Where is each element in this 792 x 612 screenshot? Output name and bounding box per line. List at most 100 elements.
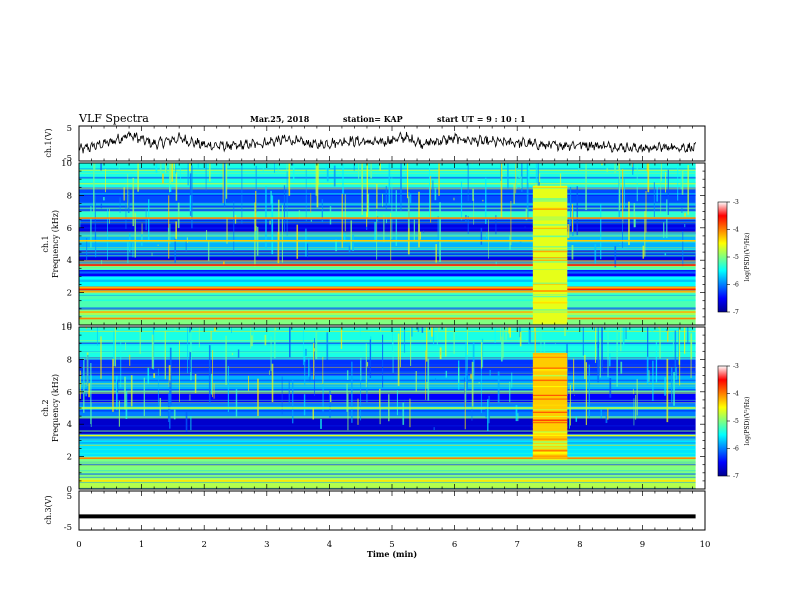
sferic-streak [329,206,332,225]
spectrum-streak [79,478,696,480]
sferic-streak [231,352,234,356]
colorbar-tick-label: -3 [733,363,739,370]
emission-event-line [532,394,568,396]
emission-event-line [532,386,568,388]
sferic-streak [614,246,617,268]
spectrum-streak [79,313,696,315]
sferic-streak [633,398,635,426]
spectrum-streak [79,461,696,463]
spectrum-streak [79,399,696,401]
sferic-streak [633,203,636,228]
colorbar-tick-label: -6 [733,446,739,453]
sferic-streak [385,185,387,210]
sferic-streak [281,205,283,263]
spectrum-streak [79,452,696,453]
sferic-streak [438,163,440,196]
emission-event-line [532,246,568,248]
sferic-streak [680,170,682,190]
sferic-streak [652,360,654,401]
sferic-streak [439,202,441,263]
sferic-streak [576,186,578,236]
ch1-spectrogram-panel: 0 2 4 6 8 10 ch.1 Frequency (kHz) -3 -4 -5 -6 -7 … [41,159,751,331]
sferic-streak [427,358,430,401]
sferic-streak [647,163,650,193]
spectrum-streak [79,385,696,387]
sferic-streak [189,195,191,212]
sferic-streak [681,170,684,195]
sferic-streak [534,327,536,332]
emission-event-line [532,235,568,238]
emission-event-line [532,217,568,219]
sferic-streak [500,336,503,362]
sferic-streak [127,190,130,213]
sferic-streak [119,327,121,329]
emission-event-line [532,404,568,406]
sferic-streak [304,359,306,386]
narrowband-line [79,457,696,460]
narrowband-line [79,434,696,437]
sferic-streak [257,378,259,417]
sferic-streak [143,377,145,416]
emission-event-line [532,200,568,202]
emission-event-line [532,293,568,296]
sferic-streak [365,343,367,388]
sferic-streak [124,376,126,410]
emission-event [532,185,568,325]
x-tick-label: 10 [700,540,711,550]
sferic-streak [92,163,95,212]
sferic-streak [507,163,509,189]
sferic-streak [388,163,391,204]
sferic-streak [132,177,135,227]
spectrum-streak [79,379,696,382]
sferic-streak [169,163,172,184]
spectrum-streak [79,232,696,234]
colorbar-tick-label: -3 [733,199,739,206]
sferic-streak [582,327,584,356]
sferic-streak [366,377,368,403]
spectrum-streak [79,207,696,210]
sferic-streak [690,333,692,379]
sferic-streak [179,340,180,402]
sferic-streak [321,199,324,223]
sferic-streak [527,163,530,183]
sferic-streak [584,354,586,380]
sferic-streak [396,390,398,416]
spectrum-streak [79,448,696,450]
sferic-streak [322,356,324,384]
sferic-streak [409,398,411,428]
spectrum-streak [79,476,696,478]
ch1-colorbar-label: log(PSD)(V²/Hz) [744,233,751,282]
spectrum-streak [79,425,696,427]
sferic-streak [467,215,469,235]
sferic-streak [471,407,473,421]
spectrum-streak [79,406,696,408]
spectrum-streak [79,344,696,346]
sferic-streak [439,347,442,360]
sferic-streak [130,375,133,407]
sferic-streak [177,202,180,229]
spectrum-streak [79,182,696,185]
sferic-streak [597,327,599,349]
sferic-streak [679,352,681,386]
sferic-streak [194,374,197,393]
spectrum-streak [79,267,696,270]
sferic-streak [426,381,428,389]
emission-event-line [532,416,568,418]
sferic-streak [139,327,141,330]
sferic-streak [79,216,81,229]
emission-event-line [532,187,568,189]
sferic-streak [344,208,346,209]
sferic-streak [120,341,122,388]
spectrum-streak [79,202,696,204]
x-tick-label: 6 [452,540,457,550]
emission-event-line [532,434,568,436]
narrowband-line [79,217,696,219]
sferic-streak [205,230,208,241]
sferic-streak [664,253,667,256]
sferic-streak [659,327,661,359]
sferic-streak [197,163,199,168]
sferic-streak [403,327,406,353]
sferic-streak [226,217,228,244]
sferic-streak [606,168,608,172]
sferic-streak [157,368,159,406]
